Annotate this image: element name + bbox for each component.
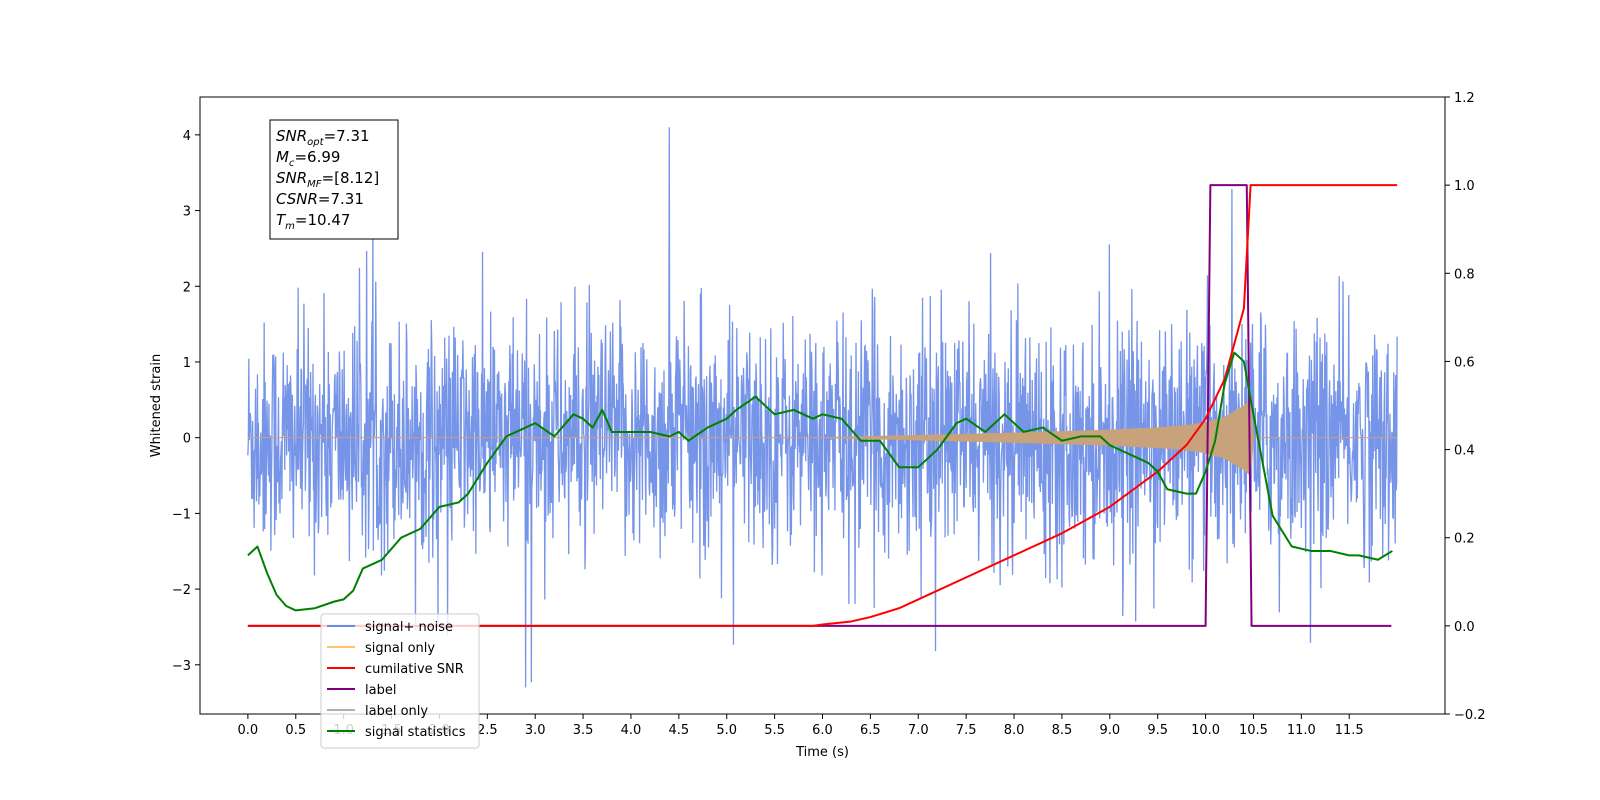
x-tick-label: 4.0 (621, 723, 642, 738)
x-tick-label: 11.0 (1287, 723, 1316, 738)
x-axis-label: Time (s) (795, 745, 849, 760)
x-tick-label: 8.0 (1004, 723, 1025, 738)
y-axis-left: −3 −2 −1 0 1 2 3 4 (172, 129, 200, 674)
info-box-row: SNRopt=7.31 (276, 127, 370, 148)
x-tick-label: 10.5 (1239, 723, 1268, 738)
y2-tick-label: 0.6 (1454, 355, 1475, 370)
x-axis: 0.00.51.01.52.02.53.03.54.04.55.05.56.06… (238, 714, 1364, 738)
y2-tick-label: 0.0 (1454, 620, 1475, 635)
y2-tick-label: 1.0 (1454, 179, 1475, 194)
info-box-row: CSNR=7.31 (276, 190, 364, 208)
legend-frame (320, 613, 480, 749)
y-axis-right: −0.2 0.0 0.2 0.4 0.6 0.8 1.0 1.2 (1445, 91, 1486, 723)
y-tick-label: −2 (172, 583, 191, 598)
legend-entry: label (365, 683, 396, 698)
series-label (247, 184, 1392, 627)
x-tick-label: 5.0 (716, 723, 737, 738)
x-tick-label: 9.0 (1099, 723, 1120, 738)
y2-tick-label: −0.2 (1454, 708, 1486, 723)
x-tick-label: 3.5 (573, 723, 594, 738)
y2-tick-label: 0.8 (1454, 267, 1475, 282)
y2-tick-label: 1.2 (1454, 91, 1475, 106)
y-tick-label: 3 (183, 205, 191, 220)
x-tick-label: 7.0 (908, 723, 929, 738)
legend: signal+ noise signal only cumilative SNR la… (320, 613, 480, 749)
x-tick-label: 6.0 (812, 723, 833, 738)
y-tick-label: 0 (183, 432, 191, 447)
series-signal-only (247, 399, 1398, 476)
legend-entry: signal only (365, 641, 435, 656)
legend-entry: label only (365, 704, 428, 719)
x-tick-label: 0.0 (238, 723, 259, 738)
x-tick-label: 11.5 (1335, 723, 1364, 738)
y-axis-label: Whitened strain (149, 354, 164, 457)
x-tick-label: 2.5 (477, 723, 498, 738)
x-tick-label: 7.5 (956, 723, 977, 738)
legend-entry: signal statistics (365, 725, 466, 740)
y-tick-label: 1 (183, 356, 191, 371)
y-tick-label: 2 (183, 280, 191, 295)
x-tick-label: 3.0 (525, 723, 546, 738)
x-tick-label: 6.5 (860, 723, 881, 738)
plot-area (247, 127, 1398, 688)
y-tick-label: −1 (172, 507, 191, 522)
x-tick-label: 0.5 (285, 723, 306, 738)
x-tick-label: 4.5 (669, 723, 690, 738)
y2-tick-label: 0.2 (1454, 532, 1475, 547)
info-box-frame (269, 119, 399, 240)
x-tick-label: 8.5 (1052, 723, 1073, 738)
x-tick-label: 5.5 (764, 723, 785, 738)
x-tick-label: 10.0 (1191, 723, 1220, 738)
legend-entry: signal+ noise (365, 620, 453, 635)
legend-entry: cumilative SNR (365, 662, 464, 677)
y-tick-label: 4 (183, 129, 191, 144)
y-tick-label: −3 (172, 659, 191, 674)
info-box-row: Tm=10.47 (276, 211, 350, 232)
info-box-row: SNRMF=[8.12] (276, 169, 379, 190)
y2-tick-label: 0.4 (1454, 444, 1475, 459)
x-tick-label: 9.5 (1147, 723, 1168, 738)
info-box-row: Mc=6.99 (276, 148, 340, 169)
series-signal-statistics (247, 351, 1393, 612)
series-signal-noise (247, 127, 1398, 688)
series-cumulative-snr (247, 184, 1398, 627)
